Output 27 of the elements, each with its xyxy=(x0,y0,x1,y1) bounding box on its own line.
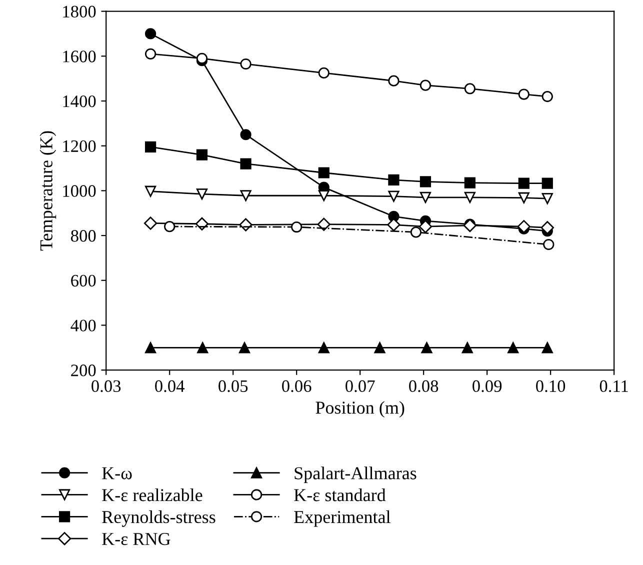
x-tick-label: 0.06 xyxy=(282,380,312,392)
legend-label: K-ε standard xyxy=(294,488,386,502)
y-tick-label: 1800 xyxy=(63,6,96,18)
y-tick-label: 1600 xyxy=(63,50,96,62)
x-tick-label: 0.09 xyxy=(472,380,502,392)
y-axis-title: Temperature (K) xyxy=(40,131,56,251)
legend-label: Reynolds-stress xyxy=(102,510,216,527)
x-axis-title: Position (m) xyxy=(316,401,404,418)
y-tick-label: 200 xyxy=(71,364,96,376)
x-tick-label: 0.05 xyxy=(218,380,248,392)
x-tick-label: 0.10 xyxy=(536,380,566,392)
y-tick-label: 400 xyxy=(70,320,96,332)
x-tick-label: 0.11 xyxy=(600,380,628,392)
y-tick-label: 600 xyxy=(71,274,96,287)
y-tick-label: 1400 xyxy=(63,95,96,108)
y-tick-label: 1200 xyxy=(63,140,96,152)
legend-label: Experimental xyxy=(294,510,390,527)
y-tick-label: 1000 xyxy=(63,185,96,197)
legend-label: Spalart-Allmaras xyxy=(294,466,416,483)
legend-label: K-ω xyxy=(102,467,132,480)
x-tick-label: 0.07 xyxy=(346,380,375,392)
legend-label: K-ε realizable xyxy=(102,488,202,502)
legend-label: K-ε RNG xyxy=(102,532,170,546)
x-tick-label: 0.08 xyxy=(409,380,438,392)
y-tick-label: 800 xyxy=(70,230,96,242)
x-tick-label: 0.03 xyxy=(92,380,121,392)
x-tick-label: 0.04 xyxy=(155,380,185,392)
